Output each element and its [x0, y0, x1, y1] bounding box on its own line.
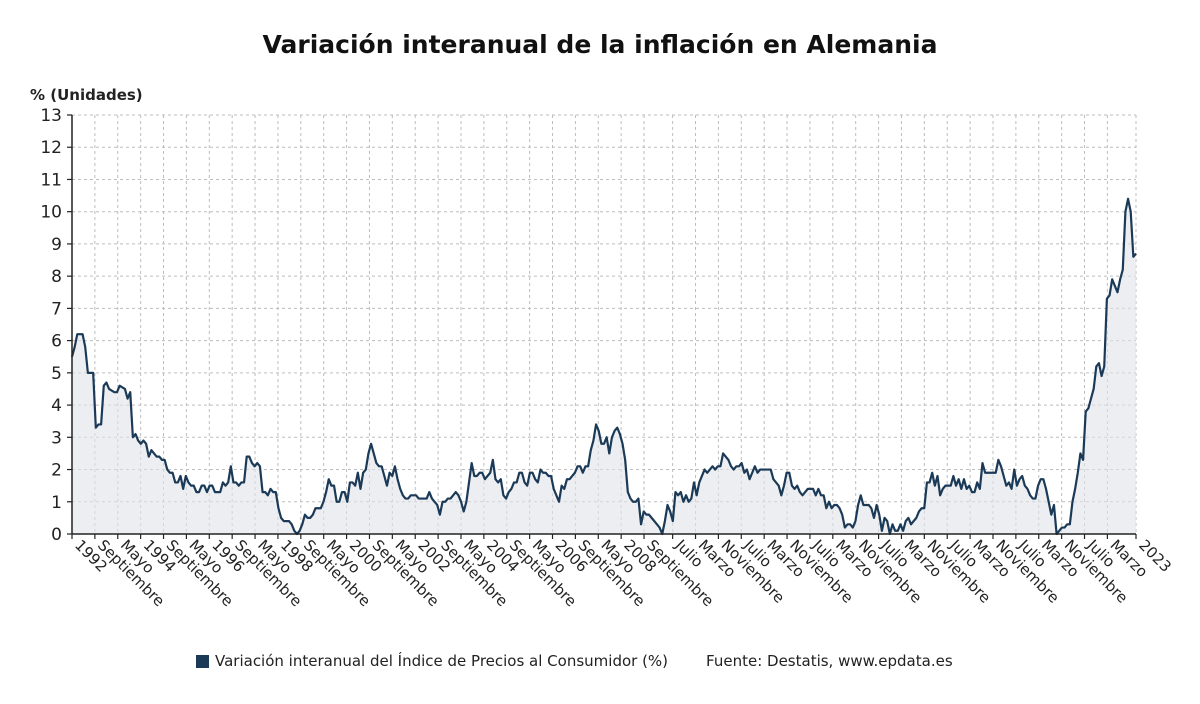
y-tick-label: 0	[51, 525, 62, 545]
y-tick-label: 13	[40, 106, 62, 126]
legend-label: Variación interanual del Índice de Preci…	[215, 652, 669, 670]
y-axis-unit-label: % (Unidades)	[30, 86, 143, 104]
y-tick-label: 11	[40, 170, 62, 190]
chart-title: Variación interanual de la inflación en …	[262, 30, 938, 59]
y-tick-label: 8	[51, 267, 62, 287]
series-area-fill	[72, 198, 1136, 535]
series-line	[70, 197, 1137, 536]
y-tick-label: 10	[40, 203, 62, 223]
y-tick-label: 5	[51, 364, 62, 384]
legend-swatch	[196, 654, 209, 668]
y-tick-label: 9	[51, 235, 62, 255]
y-tick-label: 7	[51, 299, 62, 319]
y-tick-label: 12	[40, 138, 62, 158]
y-tick-label: 4	[51, 396, 62, 416]
legend: Variación interanual del Índice de Preci…	[196, 652, 953, 670]
y-tick-label: 1	[51, 493, 62, 513]
source-credit: Fuente: Destatis, www.epdata.es	[706, 652, 953, 670]
y-tick-label: 6	[51, 332, 62, 352]
x-axis-ticks: 1992SeptiembreMayo1994SeptiembreMayo1996…	[71, 534, 1175, 610]
y-tick-label: 3	[51, 428, 62, 448]
y-tick-label: 2	[51, 461, 62, 481]
